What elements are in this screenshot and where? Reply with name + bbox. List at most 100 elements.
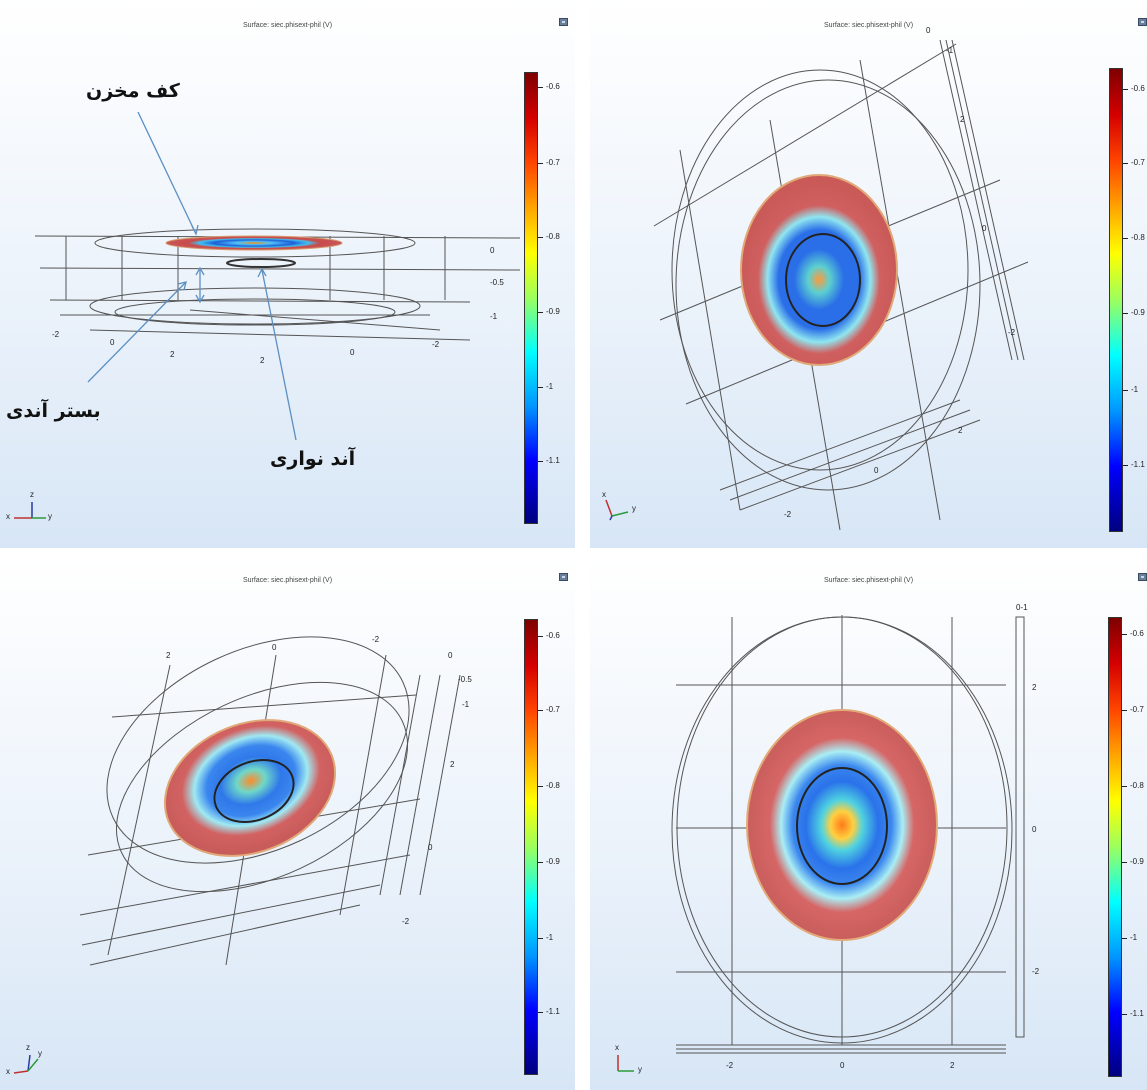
ribbon-anode <box>213 759 295 823</box>
axis-triad <box>605 499 629 521</box>
colorbar-tick: -0.9 <box>1123 308 1145 317</box>
axis-tick-label: 2 <box>960 115 965 124</box>
axis-tick-label: 0 <box>926 26 931 35</box>
camera-icon[interactable] <box>559 18 568 26</box>
triad-y-label: y <box>632 504 636 513</box>
axis-tick-label: -2 <box>52 330 60 339</box>
triad-z-label: z <box>26 1043 30 1052</box>
colorbar <box>524 72 538 524</box>
ribbon-anode <box>785 233 861 327</box>
axis-tick-label: -2 <box>726 1061 734 1070</box>
axis-tick-label: 0 <box>428 843 433 852</box>
colorbar-tick: -0.7 <box>1122 705 1144 714</box>
3d-scene <box>653 39 1029 531</box>
colorbar-tick: -0.6 <box>538 631 560 640</box>
colorbar-tick: -0.8 <box>538 781 560 790</box>
colorbar-tick: -0.7 <box>1123 158 1145 167</box>
ribbon-anode <box>226 258 296 268</box>
colorbar-tick: -1 <box>537 933 554 942</box>
colorbar-tick: -0.7 <box>538 158 560 167</box>
axis-tick-label: 2 <box>170 350 175 359</box>
oblique-view-panel: Surface: siec.phisext-phil (V) <box>0 555 575 1090</box>
axis-triad <box>14 502 46 519</box>
tilted-top-view-panel: Surface: siec.phisext-phil (V) <box>590 0 1147 548</box>
z-tick-label: 0 <box>490 246 495 255</box>
triad-y-label: y <box>38 1049 42 1058</box>
plot-title: Surface: siec.phisext-phil (V) <box>242 22 333 29</box>
axis-tick-label: 0 <box>350 348 355 357</box>
ribbon-anode-label: آند نواری <box>270 448 356 470</box>
z-tick-label: -1 <box>490 312 498 321</box>
ribbon-anode <box>796 767 888 885</box>
anode-bed-label: بستر آندی <box>6 400 101 422</box>
axis-tick-label: 2 <box>950 1061 955 1070</box>
axis-tick-label: -2 <box>1008 328 1016 337</box>
axis-tick-label: 0-1 <box>1016 603 1028 612</box>
side-view-panel: Surface: siec.phisext-phil (V) <box>0 0 575 548</box>
plot-title: Surface: siec.phisext-phil (V) <box>823 22 914 29</box>
axis-tick-label: 2 <box>260 356 265 365</box>
3d-scene <box>671 615 1025 1054</box>
top-view-panel: Surface: siec.phisext-phil (V) <box>590 555 1147 1090</box>
axis-tick-label: -2 <box>432 340 440 349</box>
axis-tick-label: -2 <box>372 635 380 644</box>
colorbar-tick: -0.8 <box>1123 233 1145 242</box>
triad-y-label: y <box>638 1065 642 1074</box>
colorbar-tick: -1 <box>1122 385 1139 394</box>
colorbar-tick: -0.6 <box>1123 84 1145 93</box>
colorbar-tick: -0.9 <box>538 857 560 866</box>
colorbar <box>1109 68 1123 532</box>
colorbar-tick: -1.1 <box>538 1007 560 1016</box>
triad-x-label: x <box>6 1067 10 1076</box>
plot-title: Surface: siec.phisext-phil (V) <box>823 577 914 584</box>
axis-tick-label: 2 <box>1032 683 1037 692</box>
axis-tick-label: -2 <box>1032 967 1040 976</box>
axis-tick-label: 0 <box>272 643 277 652</box>
plot-title: Surface: siec.phisext-phil (V) <box>242 577 333 584</box>
triad-x-label: x <box>602 490 606 499</box>
colorbar-tick: -1 <box>1121 933 1138 942</box>
colorbar-tick: -1.1 <box>1123 460 1145 469</box>
axis-tick-label: -0.5 <box>458 675 472 684</box>
axis-tick-label: 2 <box>450 760 455 769</box>
colorbar-tick: -0.6 <box>1122 629 1144 638</box>
3d-scene <box>79 636 461 966</box>
tank-floor-label: کف مخزن <box>86 80 180 102</box>
axis-tick-label: 0 <box>874 466 879 475</box>
axis-tick-label: 0 <box>840 1061 845 1070</box>
axis-tick-label: -2 <box>784 510 792 519</box>
colorbar-tick: -1.1 <box>1122 1009 1144 1018</box>
axis-tick-label: 0 <box>982 224 987 233</box>
triad-z-label: z <box>30 490 34 499</box>
colorbar-tick: -0.8 <box>538 232 560 241</box>
tank-floor-disk <box>163 719 337 857</box>
colorbar-tick: -0.9 <box>538 307 560 316</box>
colorbar-tick: -0.6 <box>538 82 560 91</box>
colorbar-tick: -1 <box>537 382 554 391</box>
axis-triad <box>13 1054 39 1074</box>
colorbar <box>1108 617 1122 1077</box>
colorbar-tick: -0.7 <box>538 705 560 714</box>
tank-floor-disk <box>165 235 343 251</box>
triad-y-label: y <box>48 512 52 521</box>
axis-tick-label: -2 <box>402 917 410 926</box>
colorbar-tick: -0.8 <box>1122 781 1144 790</box>
axis-tick-label: -1 <box>946 46 954 55</box>
tank-floor-disk <box>746 709 938 941</box>
colorbar <box>524 619 538 1075</box>
tank-floor-disk <box>740 174 898 366</box>
axis-triad <box>617 1055 634 1072</box>
axis-tick-label: 2 <box>166 651 171 660</box>
axis-tick-label: 0 <box>448 651 453 660</box>
z-tick-label: -0.5 <box>490 278 504 287</box>
axis-tick-label: 2 <box>958 426 963 435</box>
camera-icon[interactable] <box>559 573 568 581</box>
3d-scene <box>34 111 521 441</box>
colorbar-tick: -0.9 <box>1122 857 1144 866</box>
triad-x-label: x <box>6 512 10 521</box>
colorbar-tick: -1.1 <box>538 456 560 465</box>
axis-tick-label: 0 <box>1032 825 1037 834</box>
axis-tick-label: 0 <box>110 338 115 347</box>
triad-x-label: x <box>615 1043 619 1052</box>
axis-tick-label: -1 <box>462 700 470 709</box>
